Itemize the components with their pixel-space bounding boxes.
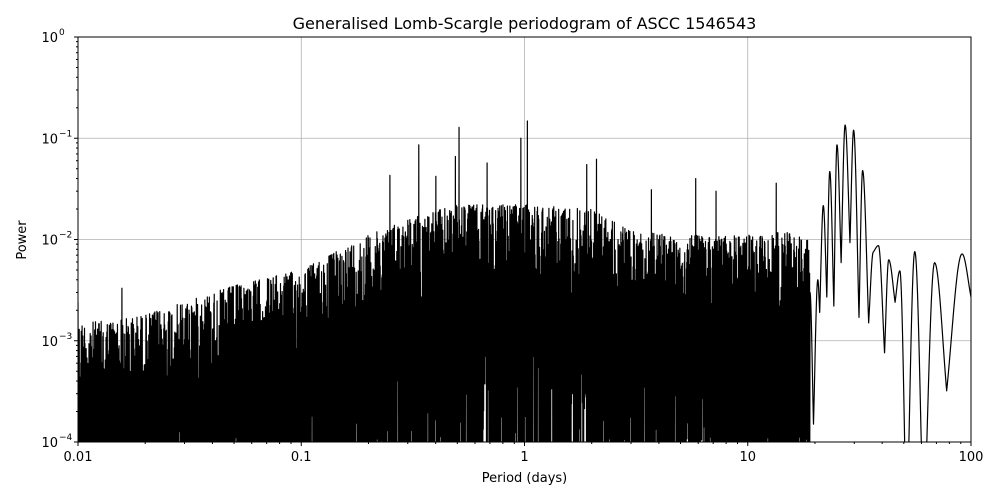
y-tick-label: 10 xyxy=(41,335,58,350)
x-tick-label: 1 xyxy=(520,450,528,465)
x-tick-labels: 0.01 0.1 1 10 100 xyxy=(64,450,984,465)
y-axis-label: Power xyxy=(15,220,30,260)
x-tick-label: 0.1 xyxy=(291,450,312,465)
y-tick-label: 10 xyxy=(41,234,58,249)
periodogram-series-line xyxy=(78,120,971,442)
x-axis-label: Period (days) xyxy=(482,471,568,486)
axis-ticks xyxy=(74,36,972,446)
chart-title: Generalised Lomb-Scargle periodogram of … xyxy=(293,14,757,33)
x-tick-label: 10 xyxy=(739,450,756,465)
y-tick-label: 10 xyxy=(41,132,58,147)
y-tick-exponent: −1 xyxy=(59,129,72,139)
y-tick-exponent: 0 xyxy=(59,28,65,38)
y-tick-label: 10 xyxy=(41,436,58,451)
x-tick-label: 0.01 xyxy=(64,450,93,465)
y-tick-exponent: −3 xyxy=(59,332,72,342)
x-tick-label: 100 xyxy=(959,450,984,465)
y-tick-label: 10 xyxy=(41,31,58,46)
y-tick-exponent: −2 xyxy=(59,231,72,241)
y-tick-exponent: −4 xyxy=(59,433,73,443)
